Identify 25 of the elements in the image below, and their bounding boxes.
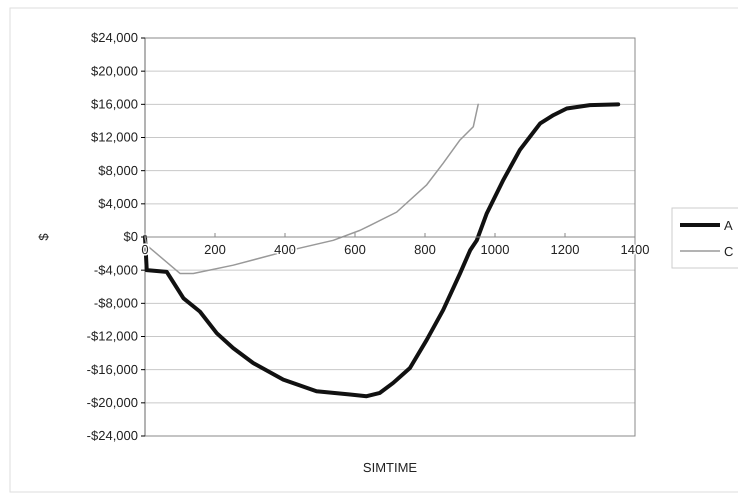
y-tick-label: -$8,000	[94, 295, 138, 310]
y-tick-label: $20,000	[91, 63, 138, 78]
y-tick-label: -$4,000	[94, 262, 138, 278]
y-tick-label: $4,000	[98, 196, 138, 211]
legend-label: C	[724, 244, 734, 259]
x-tick-label: 1000	[480, 242, 510, 258]
x-tick-label: 200	[204, 242, 226, 258]
legend-label: A	[724, 218, 733, 233]
x-tick-label: 400	[274, 242, 296, 258]
y-tick-label: $16,000	[91, 96, 138, 112]
y-tick-label: $24,000	[91, 30, 138, 46]
x-tick-label: 1200	[550, 242, 580, 258]
y-axis-title: $	[36, 232, 51, 241]
y-tick-label: -$20,000	[86, 394, 138, 410]
line-series	[143, 102, 620, 398]
x-axis-title: SIMTIME	[362, 460, 418, 475]
x-tick-label: 1400	[620, 242, 650, 258]
x-tick-label: 800	[414, 242, 436, 258]
y-tick-label: $12,000	[91, 130, 138, 145]
y-tick-label: $0	[124, 229, 138, 244]
y-tick-label: -$12,000	[86, 328, 138, 344]
x-tick-label: 600	[344, 242, 366, 258]
y-tick-label: -$16,000	[86, 362, 138, 377]
y-tick-label: $8,000	[98, 162, 138, 178]
y-tick-label: -$24,000	[86, 428, 138, 444]
